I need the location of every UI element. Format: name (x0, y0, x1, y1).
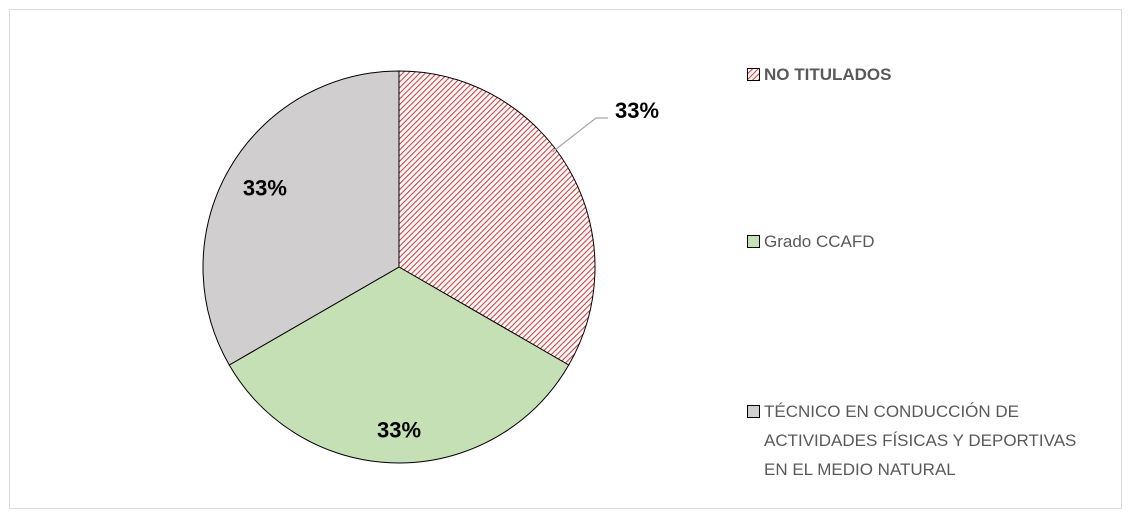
legend-label: Grado CCAFD (764, 232, 875, 251)
legend-label: NO TITULADOS (764, 65, 892, 84)
legend-item: NO TITULADOS (747, 60, 892, 89)
leader-line (552, 117, 608, 153)
data-label: 33% (615, 98, 659, 123)
pie-slice (202, 70, 400, 366)
pie-slice (398, 70, 596, 366)
legend-swatch-box (747, 235, 760, 248)
legend-swatch-box (747, 405, 760, 418)
legend-swatch (747, 405, 760, 418)
legend-swatch (747, 68, 760, 81)
chart-frame (9, 9, 1122, 509)
pie-slice (228, 266, 570, 464)
legend-swatch-box (747, 68, 760, 81)
data-label: 33% (377, 417, 421, 442)
legend-item: TÉCNICO EN CONDUCCIÓN DE ACTIVIDADES FÍS… (747, 397, 1104, 484)
data-label: 33% (243, 175, 287, 200)
legend-item: Grado CCAFD (747, 227, 875, 256)
legend-swatch (747, 235, 760, 248)
legend-label: TÉCNICO EN CONDUCCIÓN DE ACTIVIDADES FÍS… (764, 402, 1077, 479)
